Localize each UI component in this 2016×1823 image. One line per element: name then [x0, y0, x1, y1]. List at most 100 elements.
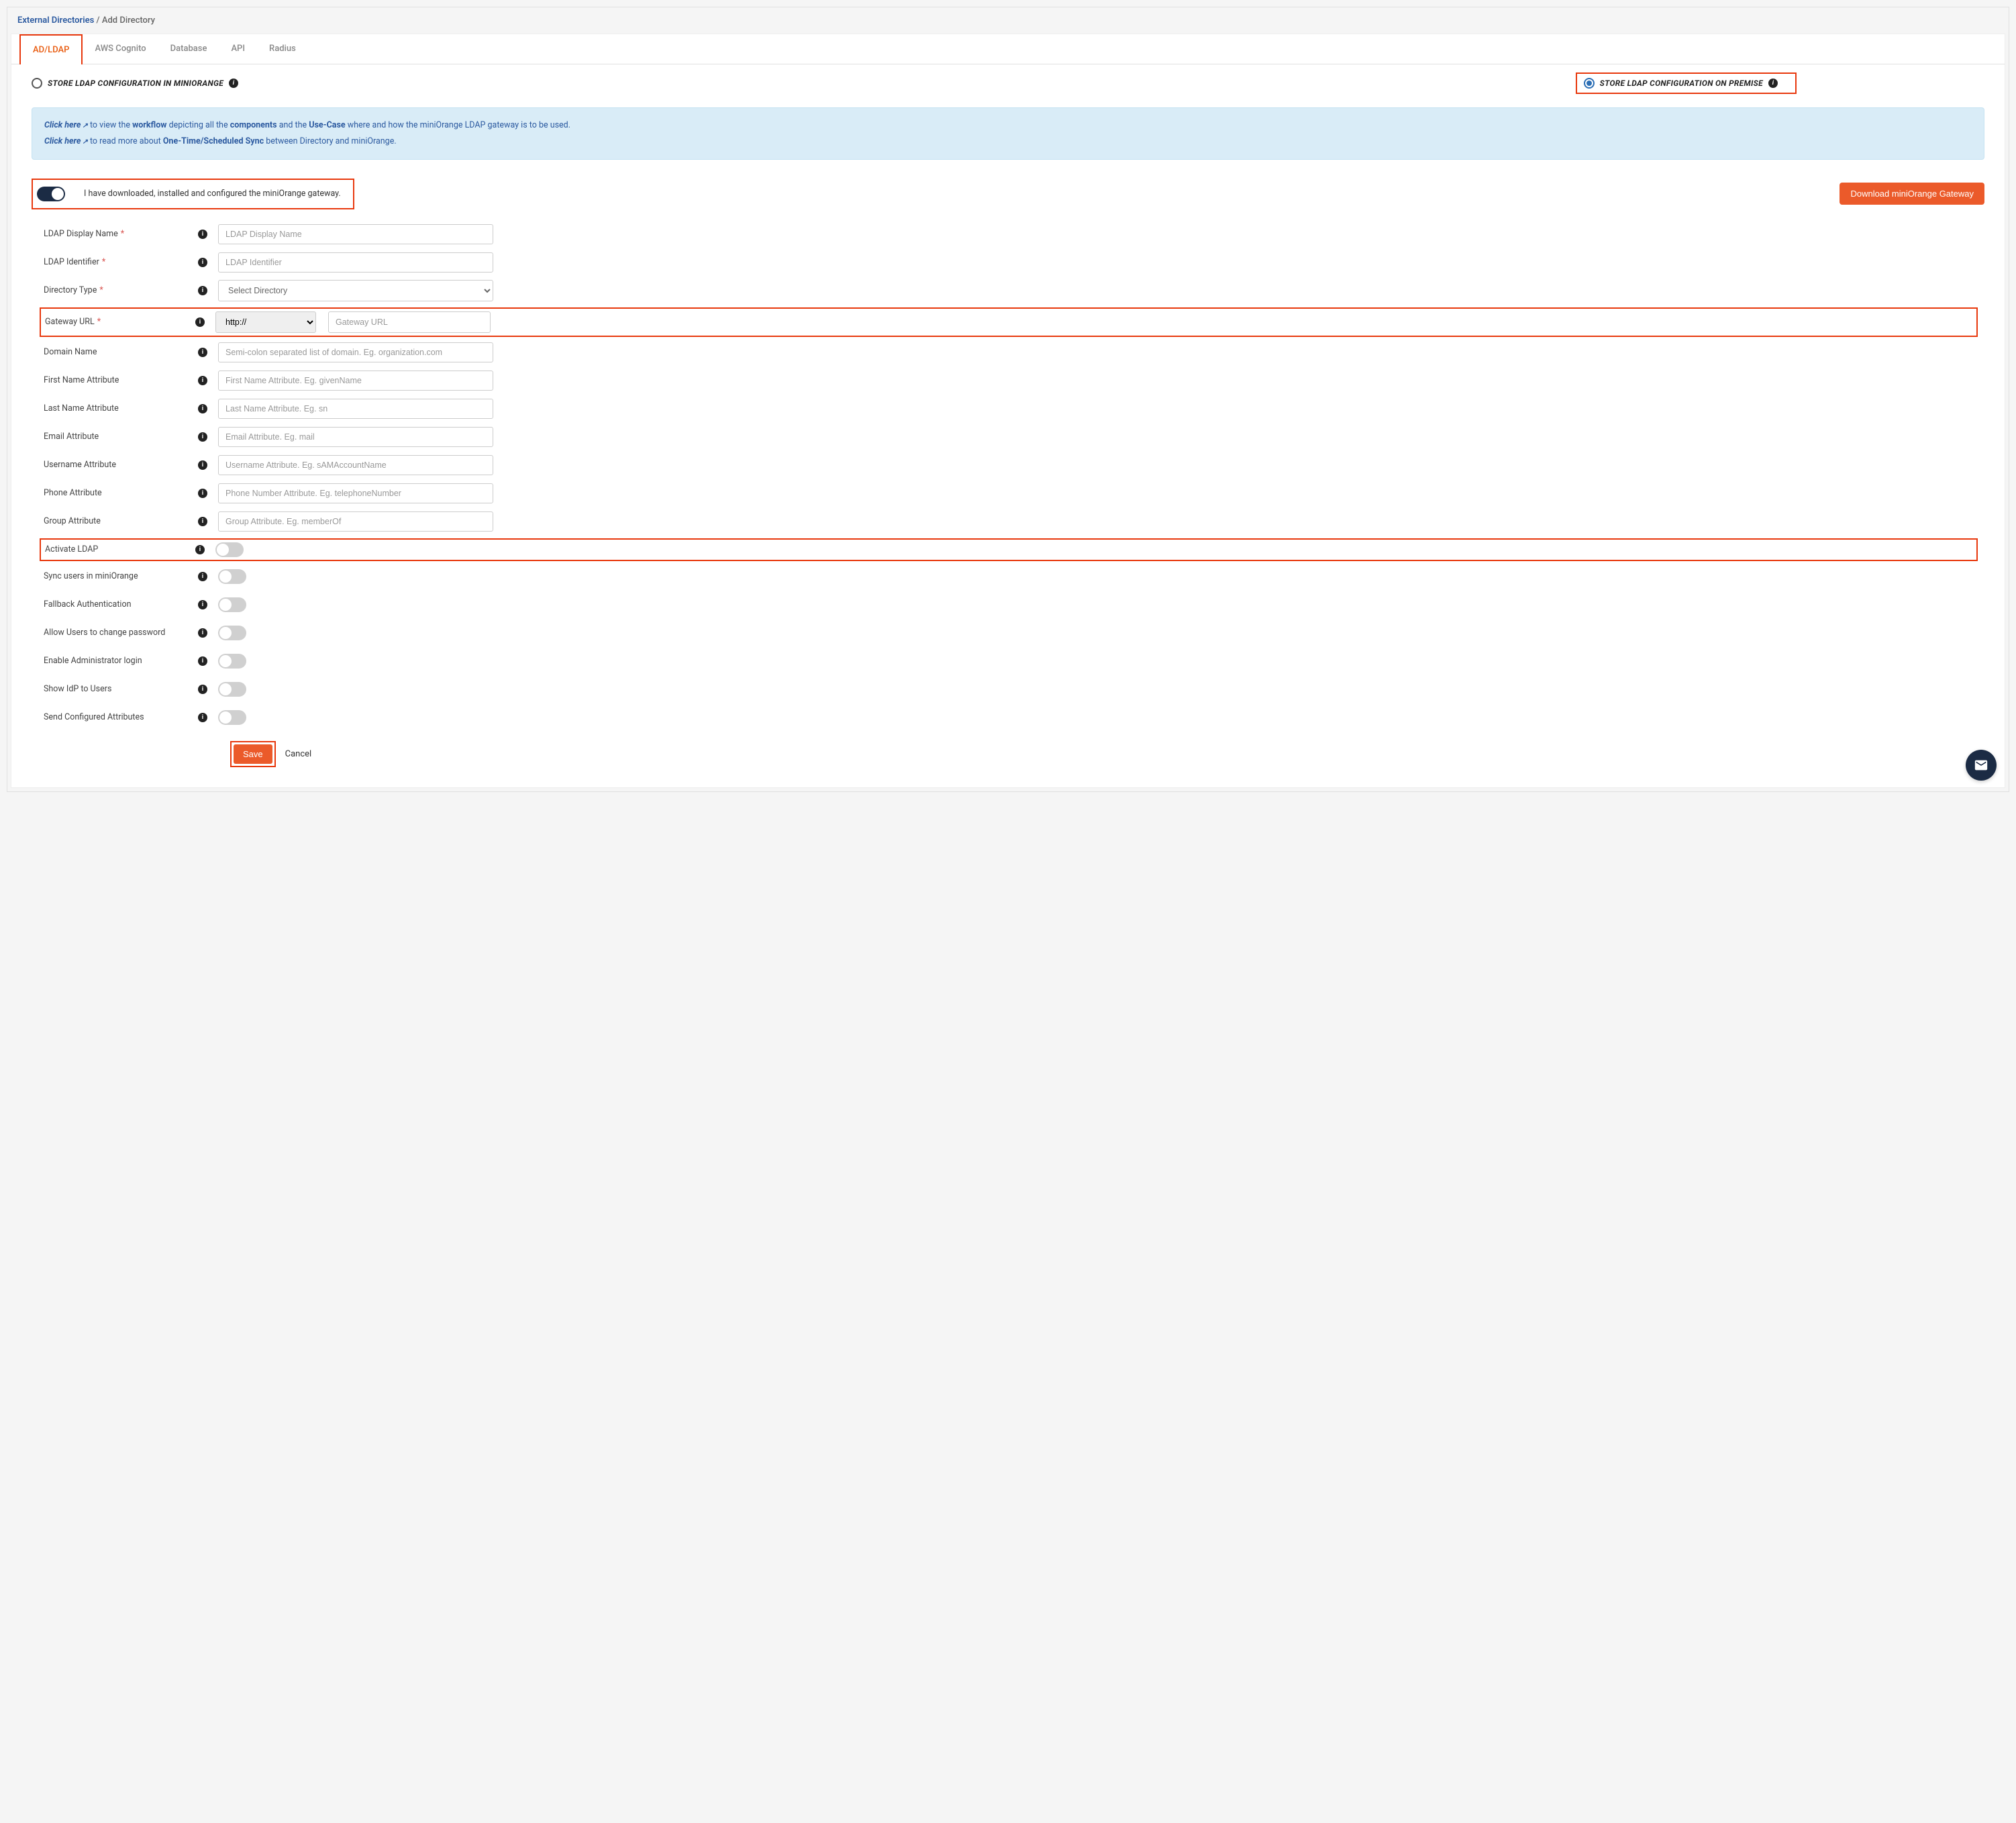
- label-last-name: Last Name Attribute: [44, 403, 198, 413]
- spacer: [289, 72, 1535, 94]
- info-icon[interactable]: i: [229, 79, 238, 88]
- row-identifier: LDAP Identifier* i: [44, 251, 1978, 274]
- tab-database[interactable]: Database: [158, 34, 219, 64]
- breadcrumb-current: Add Directory: [102, 15, 155, 26]
- input-group[interactable]: [218, 511, 493, 532]
- storage-radio-row: STORE LDAP CONFIGURATION IN MINIORANGE i…: [11, 64, 2005, 102]
- select-protocol[interactable]: http://: [215, 311, 316, 333]
- label-first-name: First Name Attribute: [44, 375, 198, 385]
- info-icon[interactable]: i: [198, 628, 207, 638]
- label-email: Email Attribute: [44, 432, 198, 442]
- label-admin-login: Enable Administrator login: [44, 656, 198, 666]
- label-change-pw: Allow Users to change password: [44, 628, 198, 638]
- info-icon[interactable]: i: [198, 460, 207, 470]
- info-icon[interactable]: i: [198, 432, 207, 442]
- row-gateway-url: Gateway URL* i http://: [40, 307, 1978, 337]
- actions-row: Save Cancel: [44, 741, 1978, 767]
- tab-adldap[interactable]: AD/LDAP: [19, 34, 83, 64]
- radio-icon: [32, 78, 42, 89]
- label-send-attrs: Send Configured Attributes: [44, 712, 198, 722]
- toggle-change-pw[interactable]: [218, 626, 246, 640]
- toggle-fallback[interactable]: [218, 597, 246, 612]
- label-username: Username Attribute: [44, 460, 198, 470]
- toggle-admin-login[interactable]: [218, 654, 246, 669]
- label-phone: Phone Attribute: [44, 488, 198, 498]
- radio-store-onpremise[interactable]: STORE LDAP CONFIGURATION ON PREMISE i: [1576, 72, 1797, 94]
- info-icon[interactable]: i: [198, 600, 207, 609]
- info-icon[interactable]: i: [198, 656, 207, 666]
- row-change-pw: Allow Users to change password i: [44, 622, 1978, 644]
- info-icon[interactable]: i: [198, 404, 207, 413]
- row-activate-ldap: Activate LDAP i: [40, 538, 1978, 561]
- label-activate-ldap: Activate LDAP: [45, 544, 195, 554]
- info-icon[interactable]: i: [195, 317, 205, 327]
- info-icon[interactable]: i: [198, 685, 207, 694]
- input-domain-name[interactable]: [218, 342, 493, 362]
- input-email[interactable]: [218, 427, 493, 447]
- toggle-send-attrs[interactable]: [218, 710, 246, 725]
- toggle-activate-ldap[interactable]: [215, 542, 244, 557]
- breadcrumb-separator: /: [97, 15, 102, 26]
- download-gateway-button[interactable]: Download miniOrange Gateway: [1839, 183, 1984, 205]
- info-icon[interactable]: i: [1768, 79, 1778, 88]
- info-line-1: Click here to view the workflow depictin…: [44, 117, 1972, 134]
- radio-label: STORE LDAP CONFIGURATION ON PREMISE: [1600, 79, 1763, 88]
- save-button[interactable]: Save: [234, 744, 272, 764]
- toggle-show-idp[interactable]: [218, 682, 246, 697]
- breadcrumb-link[interactable]: External Directories: [17, 15, 94, 26]
- toggle-sync-users[interactable]: [218, 569, 246, 584]
- input-gateway-url[interactable]: [328, 311, 491, 333]
- row-admin-login: Enable Administrator login i: [44, 650, 1978, 673]
- info-icon[interactable]: i: [198, 713, 207, 722]
- label-identifier: LDAP Identifier*: [44, 257, 198, 267]
- row-group: Group Attribute i: [44, 510, 1978, 533]
- row-username: Username Attribute i: [44, 454, 1978, 477]
- tab-aws-cognito[interactable]: AWS Cognito: [83, 34, 158, 64]
- form-area: LDAP Display Name* i LDAP Identifier* i …: [11, 223, 2005, 787]
- label-group: Group Attribute: [44, 516, 198, 526]
- label-display-name: LDAP Display Name*: [44, 229, 198, 239]
- gateway-confirm-row: I have downloaded, installed and configu…: [11, 172, 2005, 223]
- row-first-name: First Name Attribute i: [44, 369, 1978, 392]
- row-domain-name: Domain Name i: [44, 341, 1978, 364]
- input-phone[interactable]: [218, 483, 493, 503]
- click-here-link-sync[interactable]: Click here: [44, 136, 88, 146]
- info-icon[interactable]: i: [198, 517, 207, 526]
- input-first-name[interactable]: [218, 371, 493, 391]
- row-phone: Phone Attribute i: [44, 482, 1978, 505]
- info-icon[interactable]: i: [198, 348, 207, 357]
- info-box: Click here to view the workflow depictin…: [32, 107, 1984, 160]
- chat-bubble-button[interactable]: [1966, 750, 1997, 781]
- input-last-name[interactable]: [218, 399, 493, 419]
- info-icon[interactable]: i: [198, 258, 207, 267]
- select-directory-type[interactable]: Select Directory: [218, 280, 493, 301]
- info-line-2: Click here to read more about One-Time/S…: [44, 134, 1972, 150]
- spacer: [1837, 72, 1984, 94]
- info-icon[interactable]: i: [198, 230, 207, 239]
- radio-label: STORE LDAP CONFIGURATION IN MINIORANGE: [48, 79, 223, 88]
- gateway-url-inputs: http://: [215, 311, 491, 333]
- cancel-link[interactable]: Cancel: [285, 749, 312, 759]
- click-here-link-workflow[interactable]: Click here: [44, 120, 88, 130]
- row-last-name: Last Name Attribute i: [44, 397, 1978, 420]
- row-email: Email Attribute i: [44, 426, 1978, 448]
- tabs-bar: AD/LDAP AWS Cognito Database API Radius: [11, 34, 2005, 64]
- tab-radius[interactable]: Radius: [257, 34, 308, 64]
- tab-api[interactable]: API: [219, 34, 257, 64]
- input-username[interactable]: [218, 455, 493, 475]
- radio-store-miniorange[interactable]: STORE LDAP CONFIGURATION IN MINIORANGE i: [32, 72, 249, 94]
- gateway-confirm-toggle[interactable]: [37, 187, 65, 201]
- label-domain-name: Domain Name: [44, 347, 198, 357]
- info-icon[interactable]: i: [198, 572, 207, 581]
- info-icon[interactable]: i: [195, 545, 205, 554]
- input-identifier[interactable]: [218, 252, 493, 273]
- page-wrapper: External Directories / Add Directory AD/…: [7, 7, 2009, 792]
- label-sync-users: Sync users in miniOrange: [44, 571, 198, 581]
- save-button-highlight: Save: [230, 741, 276, 767]
- info-icon[interactable]: i: [198, 489, 207, 498]
- radio-icon: [1584, 78, 1595, 89]
- main-panel: AD/LDAP AWS Cognito Database API Radius …: [11, 34, 2005, 788]
- info-icon[interactable]: i: [198, 286, 207, 295]
- info-icon[interactable]: i: [198, 376, 207, 385]
- input-display-name[interactable]: [218, 224, 493, 244]
